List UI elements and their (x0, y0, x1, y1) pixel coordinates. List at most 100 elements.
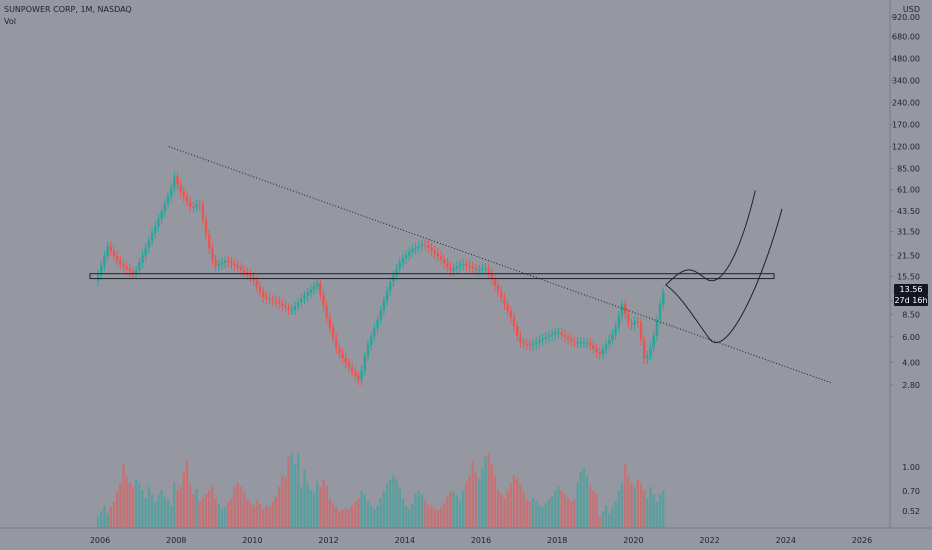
candle-body (455, 266, 459, 269)
x-tick-label: 2014 (395, 536, 415, 545)
volume-bar (319, 486, 322, 528)
candle-body (112, 250, 116, 256)
candle-body (484, 268, 487, 270)
volume-bar (115, 490, 119, 528)
candle-body (579, 342, 582, 344)
candle-body (427, 244, 430, 248)
volume-bar (623, 464, 627, 528)
volume-bar (350, 505, 354, 528)
x-tick-label: 2016 (471, 536, 491, 545)
candle-body (525, 343, 528, 345)
last-price-badge: 13.56 (894, 284, 928, 295)
volume-bar (293, 464, 297, 528)
volume-bar (493, 475, 497, 528)
volume-bar (519, 484, 522, 528)
candle-body (465, 264, 468, 266)
x-tick-label: 2026 (852, 536, 872, 545)
support-band (89, 273, 775, 280)
candle-body (188, 201, 192, 207)
candle-body (201, 205, 205, 220)
candle-body (227, 260, 230, 262)
volume-bar (592, 490, 595, 528)
x-tick-label: 2022 (699, 536, 719, 545)
candle-body (306, 292, 309, 296)
volume-bar (296, 453, 300, 528)
volume-bar (620, 483, 624, 528)
volume-bar (627, 475, 630, 528)
volume-bar (560, 490, 563, 528)
volume-bar (522, 492, 525, 528)
candle-body (500, 291, 503, 298)
y-tick-label: 15.50 (897, 273, 920, 282)
candle-body (293, 306, 297, 310)
volume-bar (246, 499, 249, 528)
volume-bar (595, 494, 598, 528)
candle-body (604, 344, 608, 350)
candle-body (589, 342, 592, 346)
candle-body (560, 332, 563, 335)
volume-bar (468, 475, 471, 528)
volume-bar (312, 492, 316, 528)
candle-body (385, 290, 389, 301)
candle-body (347, 362, 351, 368)
candle-body (630, 323, 633, 325)
projection-path-bullish (665, 190, 756, 286)
volume-bar (604, 505, 608, 528)
volume-bar (150, 494, 154, 528)
volume-bar (617, 490, 620, 528)
candle-body (503, 297, 506, 305)
candle-body (531, 344, 535, 346)
volume-bar (179, 486, 182, 528)
volume-bar (471, 460, 474, 528)
candle-body (566, 336, 570, 340)
countdown-badge: 27d 16h (894, 295, 928, 306)
candle-body (496, 285, 500, 292)
volume-bar (573, 499, 576, 528)
volume-bar (382, 490, 386, 528)
candle-body (274, 300, 278, 302)
x-tick-label: 2008 (166, 536, 186, 545)
candle-body (662, 291, 665, 305)
candle-body (519, 336, 522, 343)
chart-title: SUNPOWER CORP, 1M, NASDAQ (4, 5, 132, 14)
candle-body (541, 338, 544, 341)
y-tick-label: 170.00 (892, 120, 920, 129)
volume-bar (503, 498, 506, 528)
volume-bar (655, 501, 659, 528)
volume-bar (579, 471, 582, 528)
volume-bar (141, 490, 144, 528)
candle-body (620, 304, 624, 316)
candle-body (373, 328, 376, 337)
candle-body (433, 250, 436, 254)
candle-body (281, 303, 284, 306)
volume-bar (569, 501, 573, 528)
candle-body (217, 264, 220, 267)
candle-body (573, 341, 576, 343)
candle-body (354, 371, 357, 376)
candle-body (150, 233, 154, 241)
volume-bar (163, 496, 166, 528)
volume-bar (388, 479, 392, 528)
volume-bar (547, 499, 551, 528)
candle-body (458, 264, 462, 267)
candle-body (322, 294, 325, 307)
volume-bar (242, 492, 246, 528)
x-tick-label: 2020 (623, 536, 643, 545)
y-tick-label: 8.50 (902, 311, 920, 320)
y-tick-label: 31.50 (897, 227, 920, 236)
volume-bar (131, 486, 135, 528)
volume-bar (354, 501, 357, 528)
volume-bar (96, 516, 100, 528)
volume-bar (541, 507, 544, 528)
candle-body (617, 315, 620, 328)
volume-bar (538, 505, 541, 528)
candle-body (430, 247, 433, 251)
candle-body (103, 255, 106, 266)
candle-body (119, 260, 122, 265)
volume-bar (642, 490, 646, 528)
candle-body (141, 255, 144, 263)
candle-body (192, 206, 195, 208)
candle-body (258, 286, 262, 292)
volume-bar (138, 483, 141, 528)
